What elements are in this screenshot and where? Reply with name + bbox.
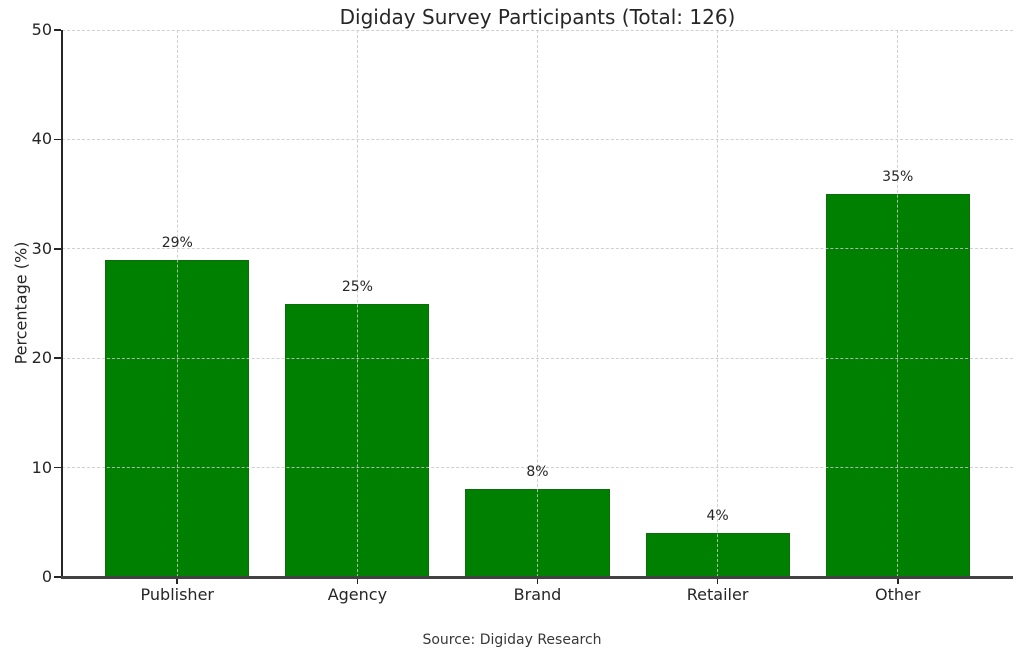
y-axis-label: Percentage (%)	[11, 241, 31, 365]
v-gridline	[537, 30, 538, 577]
x-tick	[536, 577, 539, 584]
y-tick-label: 40	[31, 129, 52, 149]
y-tick	[54, 466, 61, 469]
v-gridline	[717, 30, 719, 577]
bar-value-label: 4%	[706, 508, 729, 525]
source-note: Source: Digiday Research	[422, 632, 602, 648]
bar-value-label: 35%	[882, 169, 914, 186]
v-gridline	[897, 30, 899, 577]
y-tick-label: 30	[31, 238, 52, 258]
y-axis-spine	[61, 30, 63, 577]
x-tick	[356, 577, 359, 584]
x-tick-label-retailer: Retailer	[686, 585, 749, 604]
x-tick	[896, 577, 899, 584]
x-tick	[716, 577, 719, 584]
bar-value-label: 25%	[341, 278, 373, 295]
y-tick-label: 20	[31, 348, 52, 368]
y-tick-label: 10	[31, 457, 52, 477]
y-tick-label: 0	[41, 567, 52, 586]
x-tick-label-agency: Agency	[327, 585, 388, 604]
y-tick	[54, 138, 61, 141]
x-axis-spine	[61, 576, 1013, 579]
y-tick	[54, 29, 61, 31]
x-tick-label-publisher: Publisher	[140, 585, 214, 604]
x-tick-label-other: Other	[875, 585, 921, 604]
chart-title: Digiday Survey Participants (Total: 126)	[339, 5, 736, 29]
x-tick-label-brand: Brand	[513, 585, 562, 604]
v-gridline	[176, 30, 178, 577]
grid-layer	[62, 29, 1013, 577]
bar-value-label: 8%	[526, 464, 549, 481]
y-tick-label: 50	[31, 20, 52, 39]
bar-value-label: 29%	[161, 234, 193, 251]
plot-area: 0 10 20 30 40 50 29% Publisher 25% Agency 8% Brand 4…	[32, 20, 1013, 604]
y-tick	[54, 357, 61, 359]
x-tick	[176, 577, 179, 584]
y-tick	[54, 576, 61, 578]
axis-layer: 0 10 20 30 40 50 29% Publisher 25% Agency 8% Brand 4…	[32, 20, 1013, 604]
v-gridline	[356, 30, 358, 577]
y-tick	[54, 248, 61, 250]
